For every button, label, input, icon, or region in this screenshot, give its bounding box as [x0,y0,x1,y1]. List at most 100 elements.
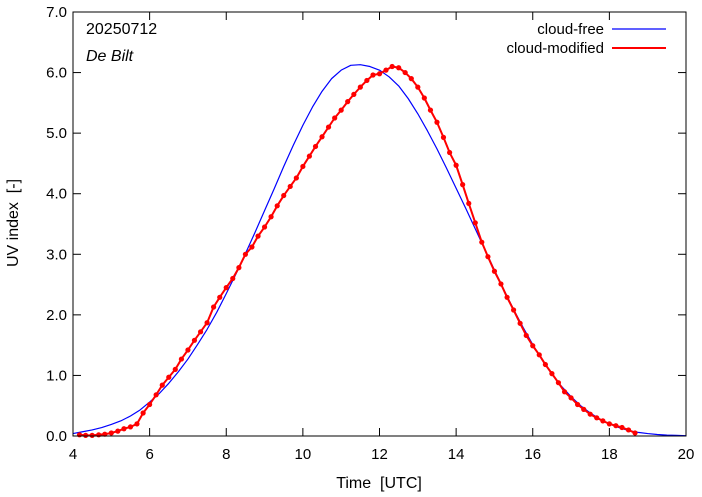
cloud-modified-point [89,432,95,438]
cloud-modified-point [517,320,523,326]
legend-label: cloud-free [537,21,604,38]
cloud-modified-point [555,380,562,386]
cloud-modified-point [561,389,568,395]
cloud-modified-point [178,356,185,362]
cloud-modified-point [453,162,459,168]
cloud-modified-point [408,76,414,82]
cloud-modified-point [542,361,548,368]
cloud-modified-point [115,428,121,434]
cloud-modified-point [415,84,421,90]
cloud-modified-point [376,71,383,77]
cloud-modified-point [606,421,612,427]
cloud-modified-point [76,432,83,438]
cloud-modified-point [383,67,389,73]
cloud-modified-point [466,200,472,207]
cloud-modified-point [504,294,510,300]
cloud-modified-point [108,430,114,436]
cloud-modified-point [396,65,402,71]
legend: cloud-free cloud-modified [506,21,666,57]
cloud-modified-point [427,107,434,113]
cloud-modified-point [287,183,293,190]
x-tick-label: 10 [295,446,312,463]
cloud-modified-point [293,175,299,181]
y-tick-label: 1.0 [46,367,67,384]
cloud-modified-point [510,307,517,313]
cloud-modified-point [632,430,638,436]
y-tick-label: 0.0 [46,428,67,445]
cloud-modified-point [319,134,325,140]
cloud-modified-point [619,424,625,431]
cloud-modified-point [159,382,165,388]
cloud-modified-point [242,251,249,257]
legend-label: cloud-modified [506,40,604,57]
cloud-modified-point [351,91,357,97]
cloud-modified-point [312,143,319,150]
y-tick-label: 5.0 [46,125,67,142]
x-tick-label: 6 [145,446,153,463]
cloud-modified-point [172,366,178,372]
cloud-modified-point [536,352,542,358]
cloud-modified-point [185,347,191,353]
cloud-modified-point [191,337,198,343]
x-tick-label: 4 [69,446,77,463]
cloud-modified-point [153,392,159,398]
cloud-modified-point [102,431,108,437]
cloud-modified-point [268,214,274,220]
cloud-modified-point [485,254,491,260]
plot-frame [72,11,687,437]
cloud-modified-point [96,432,102,438]
cloud-modified-point [306,153,312,159]
cloud-modified-point [587,411,593,417]
cloud-modified-point [581,406,587,412]
cloud-modified-point [568,395,574,401]
cloud-modified-point [121,426,127,432]
cloud-modified-point [460,182,466,188]
cloud-modified-point [140,410,146,416]
cloud-modified-point [281,192,287,199]
x-tick-label: 12 [371,446,388,463]
cloud-modified-point [523,332,529,339]
x-tick-label: 16 [524,446,541,463]
cloud-modified-point [402,69,408,76]
cloud-modified-point [332,115,338,121]
date-annotation: 20250712 [86,21,157,38]
cloud-modified-point [357,84,363,90]
cloud-modified-point [389,63,395,70]
y-tick-label: 4.0 [46,186,67,203]
y-tick-label: 3.0 [46,246,67,263]
x-tick-label: 20 [678,446,695,463]
cloud-modified-point [434,119,440,125]
x-axis-title: Time [UTC] [336,475,422,492]
cloud-modified-point [300,163,306,170]
cloud-modified-point [230,275,236,282]
cloud-modified-point [217,294,223,300]
cloud-modified-point [249,244,255,250]
cloud-modified-point [127,424,134,430]
cloud-modified-point [325,124,332,130]
x-tick-label: 14 [448,446,465,463]
cloud-modified-point [83,432,89,438]
cloud-modified-point [491,268,498,274]
cloud-modified-point [370,72,376,78]
cloud-modified-point [345,99,351,105]
y-axis-title: UV index [-] [5,179,22,267]
y-tick-label: 7.0 [46,4,67,21]
cloud-modified-point [147,401,153,408]
cloud-modified-point [447,149,453,156]
cloud-modified-point [625,427,632,433]
y-tick-label: 6.0 [46,65,67,82]
cloud-modified-point [472,220,478,226]
cloud-modified-point [274,203,280,209]
cloud-modified-point [338,107,344,113]
cloud-modified-point [613,423,619,429]
cloud-modified-point [594,415,600,421]
cloud-modified-point [255,233,261,239]
cloud-modified-point [211,304,217,310]
cloud-modified-point [440,134,447,140]
location-annotation: De Bilt [86,48,134,65]
series-layer [72,63,687,438]
cloud-modified-point [134,421,140,427]
cloud-modified-point [498,281,504,287]
cloud-modified-point [574,401,581,408]
